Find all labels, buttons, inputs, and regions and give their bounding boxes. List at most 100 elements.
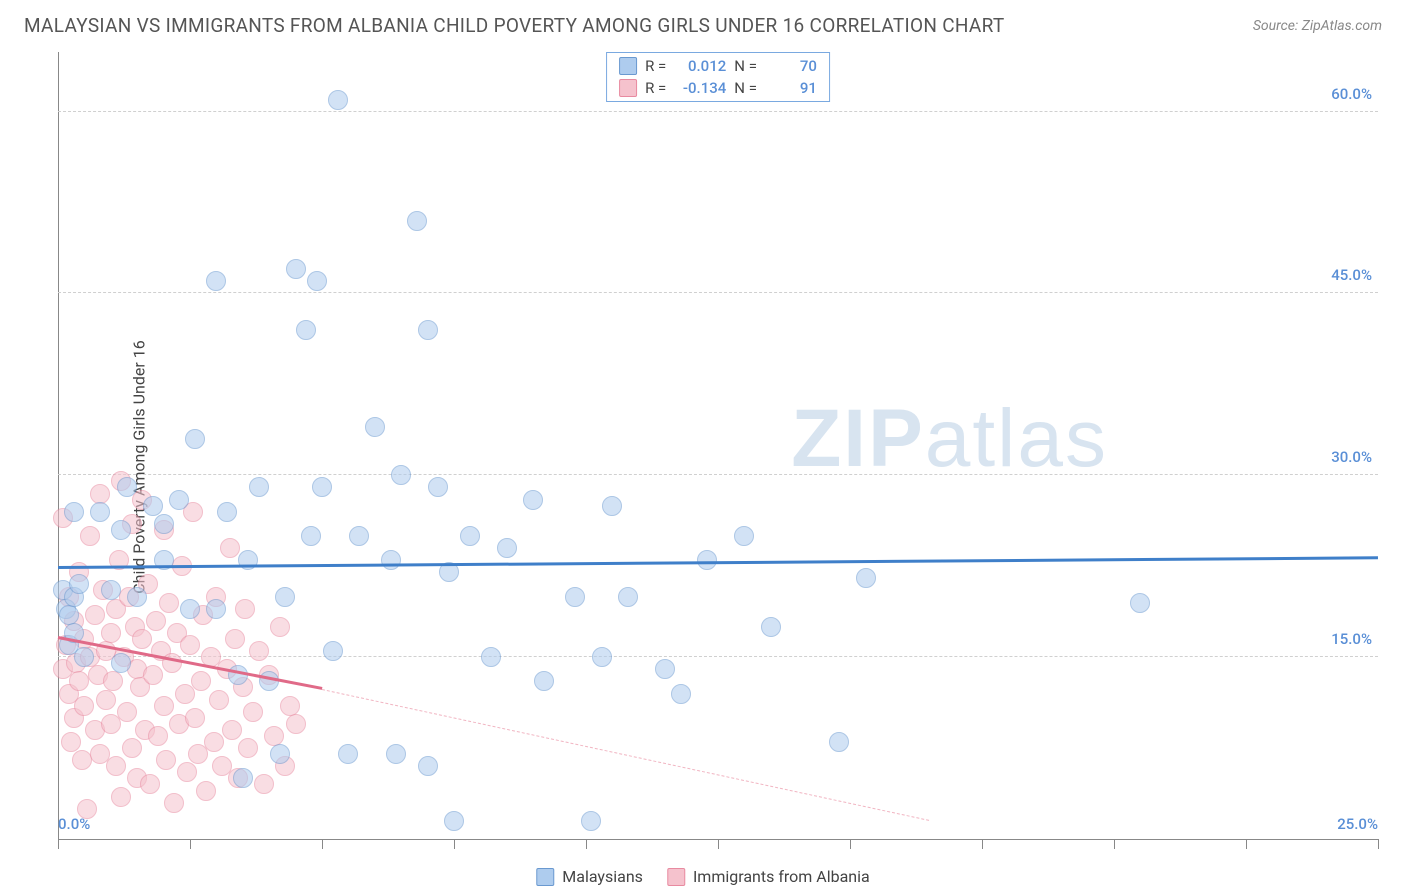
scatter-plot: ZIPatlas R = 0.012 N = 70 R = -0.134 N =… <box>58 52 1378 840</box>
y-tick-label: 30.0% <box>1331 448 1372 466</box>
scatter-point <box>148 726 168 746</box>
chart-title: MALAYSIAN VS IMMIGRANTS FROM ALBANIA CHI… <box>24 14 1005 37</box>
scatter-point <box>159 593 179 613</box>
scatter-point <box>225 629 245 649</box>
correlation-legend-row-1: R = 0.012 N = 70 <box>607 55 829 77</box>
scatter-point <box>90 484 110 504</box>
scatter-point <box>655 659 675 679</box>
scatter-point <box>101 623 121 643</box>
scatter-point <box>64 502 84 522</box>
scatter-point <box>59 605 79 625</box>
scatter-point <box>140 774 160 794</box>
scatter-point <box>206 599 226 619</box>
scatter-point <box>270 744 290 764</box>
scatter-point <box>286 714 306 734</box>
scatter-point <box>154 514 174 534</box>
n-value-1: 70 <box>765 57 817 75</box>
trend-line <box>322 689 929 821</box>
scatter-point <box>460 526 480 546</box>
scatter-point <box>365 417 385 437</box>
scatter-point <box>581 811 601 831</box>
legend-swatch-pink <box>667 868 685 886</box>
scatter-point <box>592 647 612 667</box>
scatter-point <box>428 477 448 497</box>
scatter-point <box>122 738 142 758</box>
x-tick <box>1114 839 1115 849</box>
scatter-point <box>90 502 110 522</box>
scatter-point <box>761 617 781 637</box>
series-legend-label: Malaysians <box>562 867 643 886</box>
scatter-point <box>74 647 94 667</box>
series-legend-item: Immigrants from Albania <box>667 867 870 886</box>
series-legend-item: Malaysians <box>536 867 643 886</box>
x-tick <box>58 839 59 849</box>
scatter-point <box>196 781 216 801</box>
scatter-point <box>154 696 174 716</box>
correlation-legend: R = 0.012 N = 70 R = -0.134 N = 91 <box>606 52 830 102</box>
scatter-point <box>523 490 543 510</box>
scatter-point <box>209 690 229 710</box>
y-tick-label: 60.0% <box>1331 85 1372 103</box>
scatter-point <box>286 259 306 279</box>
scatter-point <box>235 599 255 619</box>
x-tick-label-max: 25.0% <box>1337 815 1378 833</box>
scatter-point <box>301 526 321 546</box>
scatter-point <box>217 502 237 522</box>
scatter-point <box>132 629 152 649</box>
r-value-1: 0.012 <box>674 57 726 75</box>
y-axis-line <box>58 52 59 839</box>
scatter-point <box>534 671 554 691</box>
scatter-point <box>96 690 116 710</box>
scatter-point <box>418 320 438 340</box>
gridline <box>58 292 1378 293</box>
scatter-point <box>618 587 638 607</box>
scatter-point <box>74 696 94 716</box>
scatter-point <box>185 429 205 449</box>
scatter-point <box>111 787 131 807</box>
x-tick <box>982 839 983 849</box>
scatter-point <box>164 793 184 813</box>
scatter-point <box>734 526 754 546</box>
scatter-point <box>307 271 327 291</box>
scatter-point <box>80 526 100 546</box>
y-tick-label: 45.0% <box>1331 266 1372 284</box>
x-tick <box>718 839 719 849</box>
gridline <box>58 474 1378 475</box>
scatter-point <box>103 671 123 691</box>
scatter-point <box>565 587 585 607</box>
scatter-point <box>204 732 224 752</box>
scatter-point <box>338 744 358 764</box>
scatter-point <box>280 696 300 716</box>
scatter-point <box>143 665 163 685</box>
r-label: R = <box>645 79 666 97</box>
scatter-point <box>111 653 131 673</box>
scatter-point <box>249 641 269 661</box>
scatter-point <box>407 211 427 231</box>
scatter-point <box>111 520 131 540</box>
scatter-point <box>191 671 211 691</box>
scatter-point <box>180 635 200 655</box>
scatter-point <box>177 762 197 782</box>
scatter-point <box>220 538 240 558</box>
series-legend-label: Immigrants from Albania <box>693 867 870 886</box>
scatter-point <box>270 617 290 637</box>
n-label: N = <box>734 57 757 75</box>
legend-swatch-blue <box>619 57 637 75</box>
scatter-point <box>264 726 284 746</box>
r-label: R = <box>645 57 666 75</box>
correlation-legend-row-2: R = -0.134 N = 91 <box>607 77 829 99</box>
scatter-point <box>61 732 81 752</box>
scatter-point <box>296 320 316 340</box>
scatter-point <box>328 90 348 110</box>
scatter-point <box>1130 593 1150 613</box>
scatter-point <box>391 465 411 485</box>
scatter-point <box>349 526 369 546</box>
scatter-point <box>69 574 89 594</box>
chart-header: MALAYSIAN VS IMMIGRANTS FROM ALBANIA CHI… <box>0 0 1406 37</box>
scatter-point <box>418 756 438 776</box>
x-tick <box>586 839 587 849</box>
scatter-point <box>180 599 200 619</box>
x-tick <box>454 839 455 849</box>
scatter-point <box>185 708 205 728</box>
scatter-point <box>381 550 401 570</box>
